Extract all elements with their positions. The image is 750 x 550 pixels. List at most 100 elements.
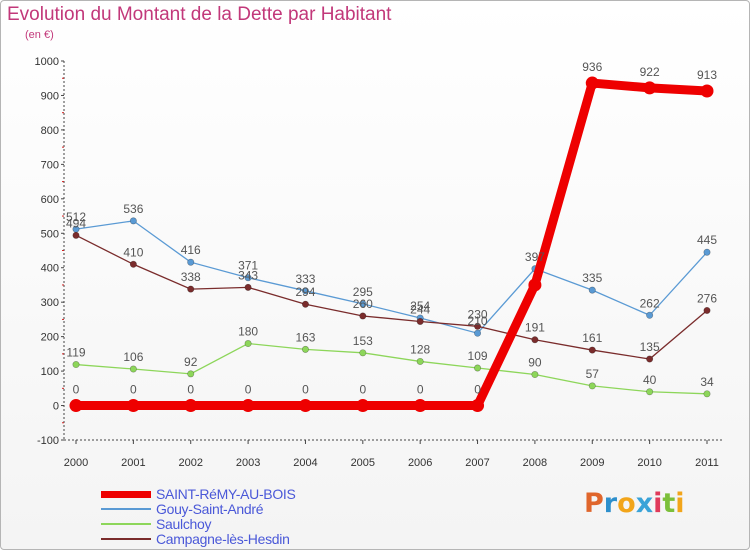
data-label: 128 [410, 342, 430, 356]
proxiti-logo: Proxiti [584, 488, 685, 519]
series-line [75, 342, 708, 395]
data-label: 119 [66, 346, 85, 360]
data-label: 40 [643, 373, 657, 387]
data-label: 333 [295, 272, 315, 286]
series-point [643, 81, 657, 95]
series-point [72, 231, 80, 239]
y-tick-label: 400 [41, 263, 59, 275]
y-tick-label: 800 [41, 125, 59, 137]
x-tick-label: 2011 [695, 457, 719, 469]
series-point [585, 76, 599, 90]
y-tick-label: 200 [41, 332, 59, 344]
series-2 [72, 340, 711, 398]
y-tick-label: 700 [41, 159, 59, 171]
series-point [703, 390, 711, 398]
x-tick-label: 2010 [637, 457, 661, 469]
y-tick-label: 300 [41, 297, 59, 309]
logo-letter: x [635, 488, 654, 519]
series-point [244, 283, 252, 291]
series-point [69, 399, 83, 413]
y-tick-label: 0 [53, 401, 59, 413]
series-point [359, 349, 367, 357]
series-point [244, 340, 252, 348]
data-label: 536 [123, 202, 143, 216]
x-tick-label: 2002 [178, 457, 202, 469]
data-label: 338 [181, 270, 201, 284]
chart-subtitle: (en €) [25, 29, 54, 41]
legend-label: Campagne-lès-Hesdin [156, 531, 290, 547]
logo-letter: t [662, 488, 676, 519]
data-label: 0 [474, 383, 481, 397]
data-label: 936 [582, 60, 602, 74]
series-point [356, 399, 370, 413]
series-point [126, 399, 140, 413]
logo-letter: o [617, 488, 636, 519]
data-label: 371 [238, 259, 258, 273]
logo-letter: i [653, 488, 663, 519]
series-0 [69, 76, 714, 413]
data-label: 0 [187, 383, 194, 397]
x-tick-label: 2004 [293, 457, 317, 469]
data-label: 416 [181, 243, 201, 257]
series-point [72, 361, 80, 369]
y-tick-label: 900 [41, 90, 59, 102]
legend-label: Gouy-Saint-André [156, 501, 264, 517]
data-label: 913 [697, 68, 717, 82]
series-line [75, 220, 708, 334]
series-point [359, 300, 367, 308]
y-tick-label: 1000 [35, 56, 59, 68]
data-label: 210 [468, 314, 488, 328]
x-tick-label: 2009 [580, 457, 604, 469]
data-label: 262 [640, 296, 660, 310]
series-point [129, 217, 137, 225]
series-point [700, 84, 714, 98]
data-label: 276 [697, 291, 717, 305]
series-line [75, 234, 708, 360]
data-label: 109 [468, 349, 488, 363]
series-point [129, 365, 137, 373]
series-point [301, 287, 309, 295]
data-label: 0 [130, 383, 137, 397]
x-tick-label: 2003 [236, 457, 260, 469]
y-tick-label: 500 [41, 228, 59, 240]
series-point [646, 355, 654, 363]
x-tick-label: 2008 [523, 457, 547, 469]
series-point [416, 317, 424, 325]
x-tick-label: 2001 [121, 457, 145, 469]
data-label: 57 [586, 367, 600, 381]
series-point [474, 329, 482, 337]
y-tick-label: -100 [37, 435, 59, 447]
data-label: 294 [295, 285, 315, 299]
y-tick-label: 600 [41, 194, 59, 206]
data-label: 0 [73, 383, 80, 397]
y-tick-label: 100 [41, 366, 59, 378]
data-label: 135 [640, 340, 660, 354]
series-point [359, 312, 367, 320]
x-tick-label: 2005 [351, 457, 375, 469]
chart-title: Evolution du Montant de la Dette par Hab… [7, 4, 392, 25]
series-point [528, 278, 542, 292]
legend-label: Saulchoy [156, 516, 212, 532]
series-point [474, 322, 482, 330]
series-1 [72, 217, 711, 337]
x-tick-label: 2006 [408, 457, 432, 469]
data-label: 230 [468, 307, 488, 321]
series-point [646, 388, 654, 396]
series-point [301, 300, 309, 308]
data-label: 343 [238, 268, 258, 282]
data-label: 512 [66, 210, 86, 224]
chart-data-labels: 512 536 416 371 333 295 254 210 397 335 262 445 119 1… [66, 60, 717, 396]
data-label: 0 [417, 383, 424, 397]
x-tick-label: 2000 [64, 457, 88, 469]
series-point [184, 399, 198, 413]
series-point [703, 248, 711, 256]
series-point [646, 311, 654, 319]
data-label: 410 [123, 245, 143, 259]
series-point [241, 399, 255, 413]
series-point [129, 260, 137, 268]
legend-label: SAINT-RéMY-AU-BOIS [156, 486, 296, 502]
data-label: 397 [525, 250, 545, 264]
data-label: 180 [238, 325, 258, 339]
data-label: 161 [582, 331, 602, 345]
